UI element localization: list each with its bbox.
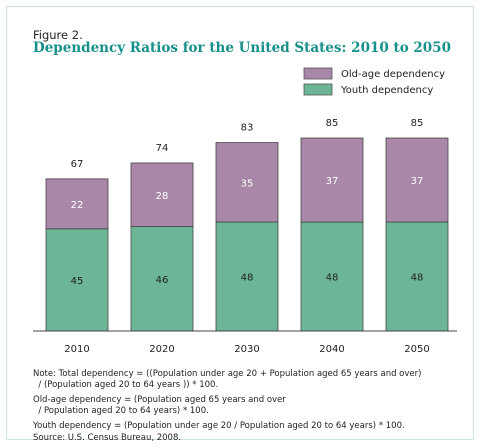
bar-old-age-dependency-2010 <box>45 178 109 230</box>
bars-group: 45 22 67 46 28 74 48 35 83 48 37 85 48 37 85 <box>45 118 449 332</box>
x-tick-label-2040: 2040 <box>319 344 344 355</box>
data-label-youth-dependency-2030: 48 <box>241 273 254 284</box>
data-label-old-age-dependency-2050: 37 <box>411 176 424 187</box>
bar-youth-dependency-2030 <box>215 221 279 332</box>
total-label-2020: 74 <box>156 143 169 154</box>
data-label-old-age-dependency-2010: 22 <box>71 200 84 211</box>
data-label-youth-dependency-2040: 48 <box>326 273 339 284</box>
x-tick-label-2050: 2050 <box>404 344 429 355</box>
data-label-youth-dependency-2050: 48 <box>411 273 424 284</box>
bar-old-age-dependency-2050 <box>385 137 449 223</box>
bar-youth-dependency-2040 <box>300 221 364 332</box>
x-tick-label-2020: 2020 <box>149 344 174 355</box>
legend: Old-age dependency Youth dependency <box>303 67 445 96</box>
total-label-2010: 67 <box>71 159 84 170</box>
total-label-2040: 85 <box>326 118 339 129</box>
legend-label-old-age: Old-age dependency <box>341 69 445 80</box>
legend-swatch-youth <box>303 83 333 96</box>
bar-old-age-dependency-2030 <box>215 142 279 223</box>
x-tick-labels: 2010 2020 2030 2040 2050 <box>64 344 429 355</box>
data-label-old-age-dependency-2020: 28 <box>156 191 169 202</box>
legend-label-youth: Youth dependency <box>340 85 433 96</box>
total-label-2050: 85 <box>411 118 424 129</box>
bar-youth-dependency-2050 <box>385 221 449 332</box>
data-label-old-age-dependency-2030: 35 <box>241 178 254 189</box>
data-label-youth-dependency-2020: 46 <box>156 275 169 286</box>
data-label-youth-dependency-2010: 45 <box>71 276 84 287</box>
bar-old-age-dependency-2040 <box>300 137 364 223</box>
x-tick-label-2010: 2010 <box>64 344 89 355</box>
bar-youth-dependency-2020 <box>130 226 194 332</box>
bar-old-age-dependency-2020 <box>130 162 194 227</box>
data-label-old-age-dependency-2040: 37 <box>326 176 339 187</box>
note-source: Source: U.S. Census Bureau, 2008. <box>33 433 182 443</box>
note-youth-dependency: Youth dependency = (Population under age… <box>33 421 405 431</box>
total-label-2030: 83 <box>241 123 254 134</box>
note-old-age-dependency: Old-age dependency = (Population aged 65… <box>33 395 286 416</box>
figure-frame <box>6 6 474 440</box>
x-tick-label-2030: 2030 <box>234 344 259 355</box>
chart-title: Dependency Ratios for the United States:… <box>33 40 451 56</box>
note-total-dependency: Note: Total dependency = ((Population un… <box>33 369 422 390</box>
figure-label: Figure 2. <box>33 28 83 42</box>
legend-swatch-old-age <box>303 67 333 80</box>
